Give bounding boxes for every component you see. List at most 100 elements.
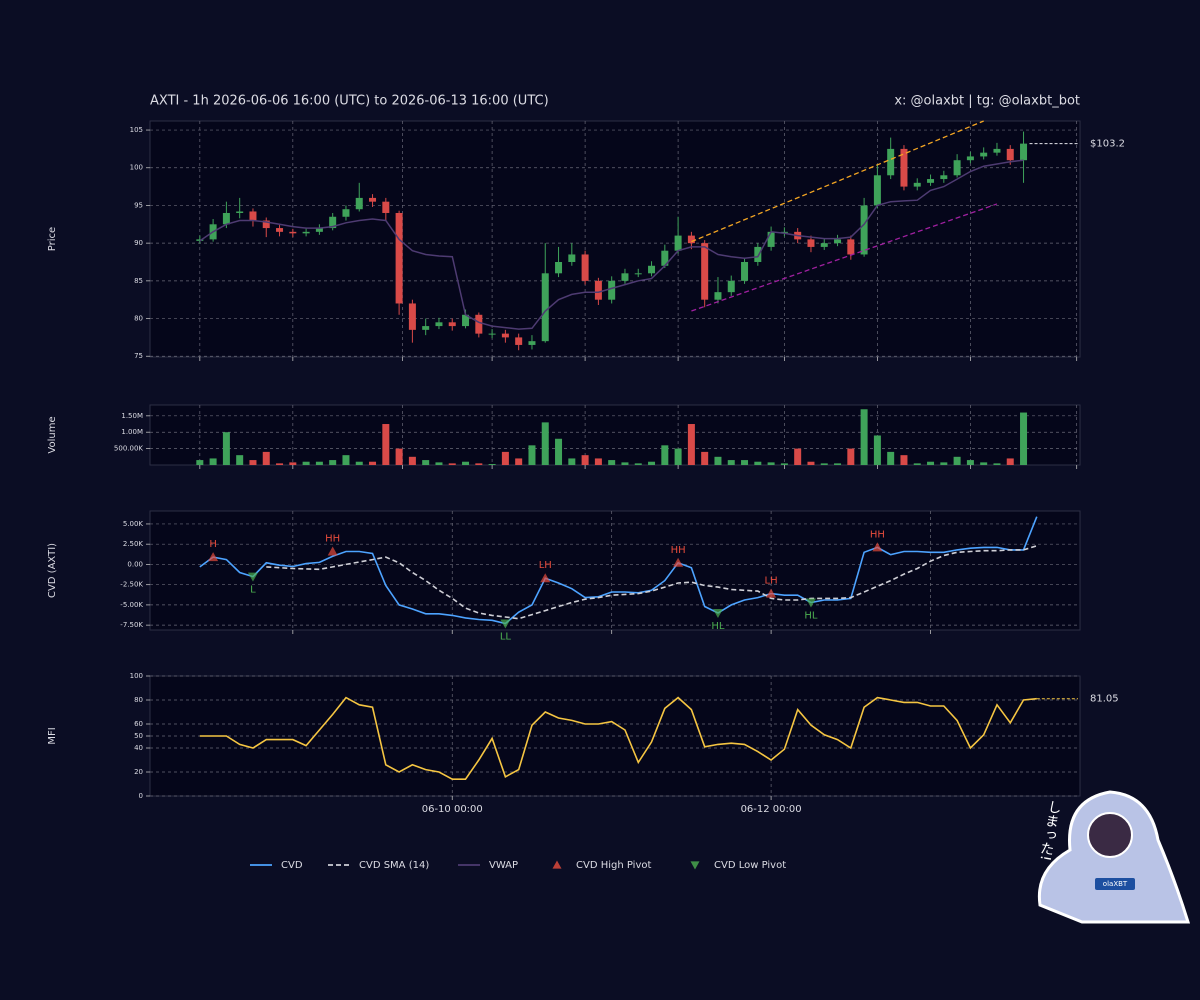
candle-body bbox=[289, 231, 297, 234]
volume-bar bbox=[1020, 412, 1028, 465]
candle-body bbox=[422, 326, 430, 330]
volume-bar bbox=[355, 461, 363, 465]
volume-bar bbox=[608, 460, 616, 465]
handle: x: @olaxbt | tg: @olaxbt_bot bbox=[894, 94, 1080, 109]
volume-bar bbox=[528, 445, 536, 465]
volume-bar bbox=[887, 451, 895, 465]
volume-bar bbox=[581, 455, 589, 465]
pivot-label: HL bbox=[711, 621, 725, 632]
y-tick-label: 0.00 bbox=[127, 560, 143, 568]
trend-line bbox=[691, 203, 998, 312]
candle-body bbox=[541, 273, 549, 342]
volume-bar bbox=[780, 463, 788, 465]
pivot-label: HH bbox=[325, 533, 340, 544]
pivot-label: HH bbox=[671, 545, 686, 556]
sticker-badge-bg bbox=[1095, 878, 1135, 890]
axis-label: CVD (AXTI) bbox=[47, 543, 58, 598]
candle-body bbox=[820, 243, 828, 247]
volume-bar bbox=[555, 438, 563, 465]
candle-body bbox=[581, 254, 589, 281]
volume-bar bbox=[422, 460, 430, 465]
candle-body bbox=[927, 179, 935, 183]
y-tick-label: 100 bbox=[130, 672, 143, 680]
volume-bar bbox=[900, 455, 908, 465]
candle-body bbox=[448, 322, 456, 327]
y-tick-label: 5.00K bbox=[123, 520, 144, 528]
volume-bar bbox=[741, 460, 749, 465]
y-tick-label: 1.50M bbox=[121, 412, 143, 420]
volume-bar bbox=[435, 462, 443, 465]
pivot-marker bbox=[208, 552, 219, 562]
pivot-marker bbox=[805, 598, 816, 608]
candle-body bbox=[501, 333, 509, 338]
candle-body bbox=[594, 280, 602, 300]
candle-body bbox=[741, 261, 749, 281]
panel bbox=[149, 120, 1081, 358]
volume-bar bbox=[222, 432, 230, 465]
y-tick-label: 80 bbox=[134, 315, 143, 323]
chart-title: AXTI - 1h 2026-06-06 16:00 (UTC) to 2026… bbox=[150, 94, 549, 109]
sticker-head bbox=[1087, 812, 1133, 858]
volume-bar bbox=[408, 456, 416, 465]
candle-body bbox=[462, 314, 470, 327]
volume-bar bbox=[820, 463, 828, 465]
volume-bar bbox=[568, 458, 576, 465]
panel bbox=[149, 510, 1081, 631]
volume-bar bbox=[488, 464, 496, 465]
y-tick-label: 20 bbox=[134, 768, 143, 776]
candle-body bbox=[860, 205, 868, 255]
pivot-marker bbox=[247, 572, 258, 582]
axis-label: Volume bbox=[47, 416, 58, 453]
series-line bbox=[199, 696, 1037, 780]
volume-bar bbox=[913, 463, 921, 465]
y-tick-label: 100 bbox=[130, 164, 143, 172]
candle-body bbox=[315, 228, 323, 232]
volume-bar bbox=[302, 461, 310, 465]
last-price-label: $103.2 bbox=[1090, 139, 1125, 150]
volume-bar bbox=[541, 422, 549, 465]
panel bbox=[149, 404, 1081, 466]
pivot-marker bbox=[712, 609, 723, 618]
candle-body bbox=[342, 209, 350, 217]
candle-body bbox=[568, 254, 576, 262]
candle-body bbox=[754, 246, 762, 262]
candle-body bbox=[408, 303, 416, 330]
pivot-marker bbox=[673, 557, 684, 567]
candle-body bbox=[329, 216, 337, 229]
candle-body bbox=[900, 148, 908, 187]
y-tick-label: 60 bbox=[134, 720, 143, 728]
y-tick-label: 85 bbox=[134, 277, 143, 285]
candle-body bbox=[687, 235, 695, 244]
candle-body bbox=[980, 152, 988, 157]
candle-body bbox=[661, 250, 669, 266]
candle-body bbox=[834, 239, 842, 244]
pivot-label: HH bbox=[870, 529, 885, 540]
volume-bar bbox=[754, 461, 762, 465]
candle-body bbox=[807, 239, 815, 247]
volume-bar bbox=[634, 463, 642, 465]
y-tick-label: 1.00M bbox=[121, 428, 143, 436]
volume-bar bbox=[236, 455, 244, 465]
axis-label: MFI bbox=[47, 727, 58, 744]
axis-label: Price bbox=[47, 227, 58, 251]
x-tick-label: 06-10 00:00 bbox=[422, 804, 483, 815]
legend-label: VWAP bbox=[489, 860, 518, 871]
volume-bar bbox=[475, 463, 483, 465]
volume-bar bbox=[980, 462, 988, 465]
candle-body bbox=[302, 231, 310, 234]
candle-body bbox=[608, 280, 616, 300]
volume-bar bbox=[834, 463, 842, 465]
y-tick-label: 105 bbox=[130, 126, 143, 134]
pivot-label: L bbox=[250, 585, 256, 596]
volume-bar bbox=[940, 462, 948, 465]
volume-bar bbox=[315, 461, 323, 465]
candle-body bbox=[395, 212, 403, 304]
volume-bar bbox=[873, 435, 881, 465]
x-tick-label: 06-12 00:00 bbox=[741, 804, 802, 815]
candle-body bbox=[780, 231, 788, 233]
volume-bar bbox=[395, 448, 403, 465]
volume-bar bbox=[209, 458, 217, 465]
y-tick-label: -2.50K bbox=[120, 581, 143, 589]
volume-bar bbox=[714, 456, 722, 465]
